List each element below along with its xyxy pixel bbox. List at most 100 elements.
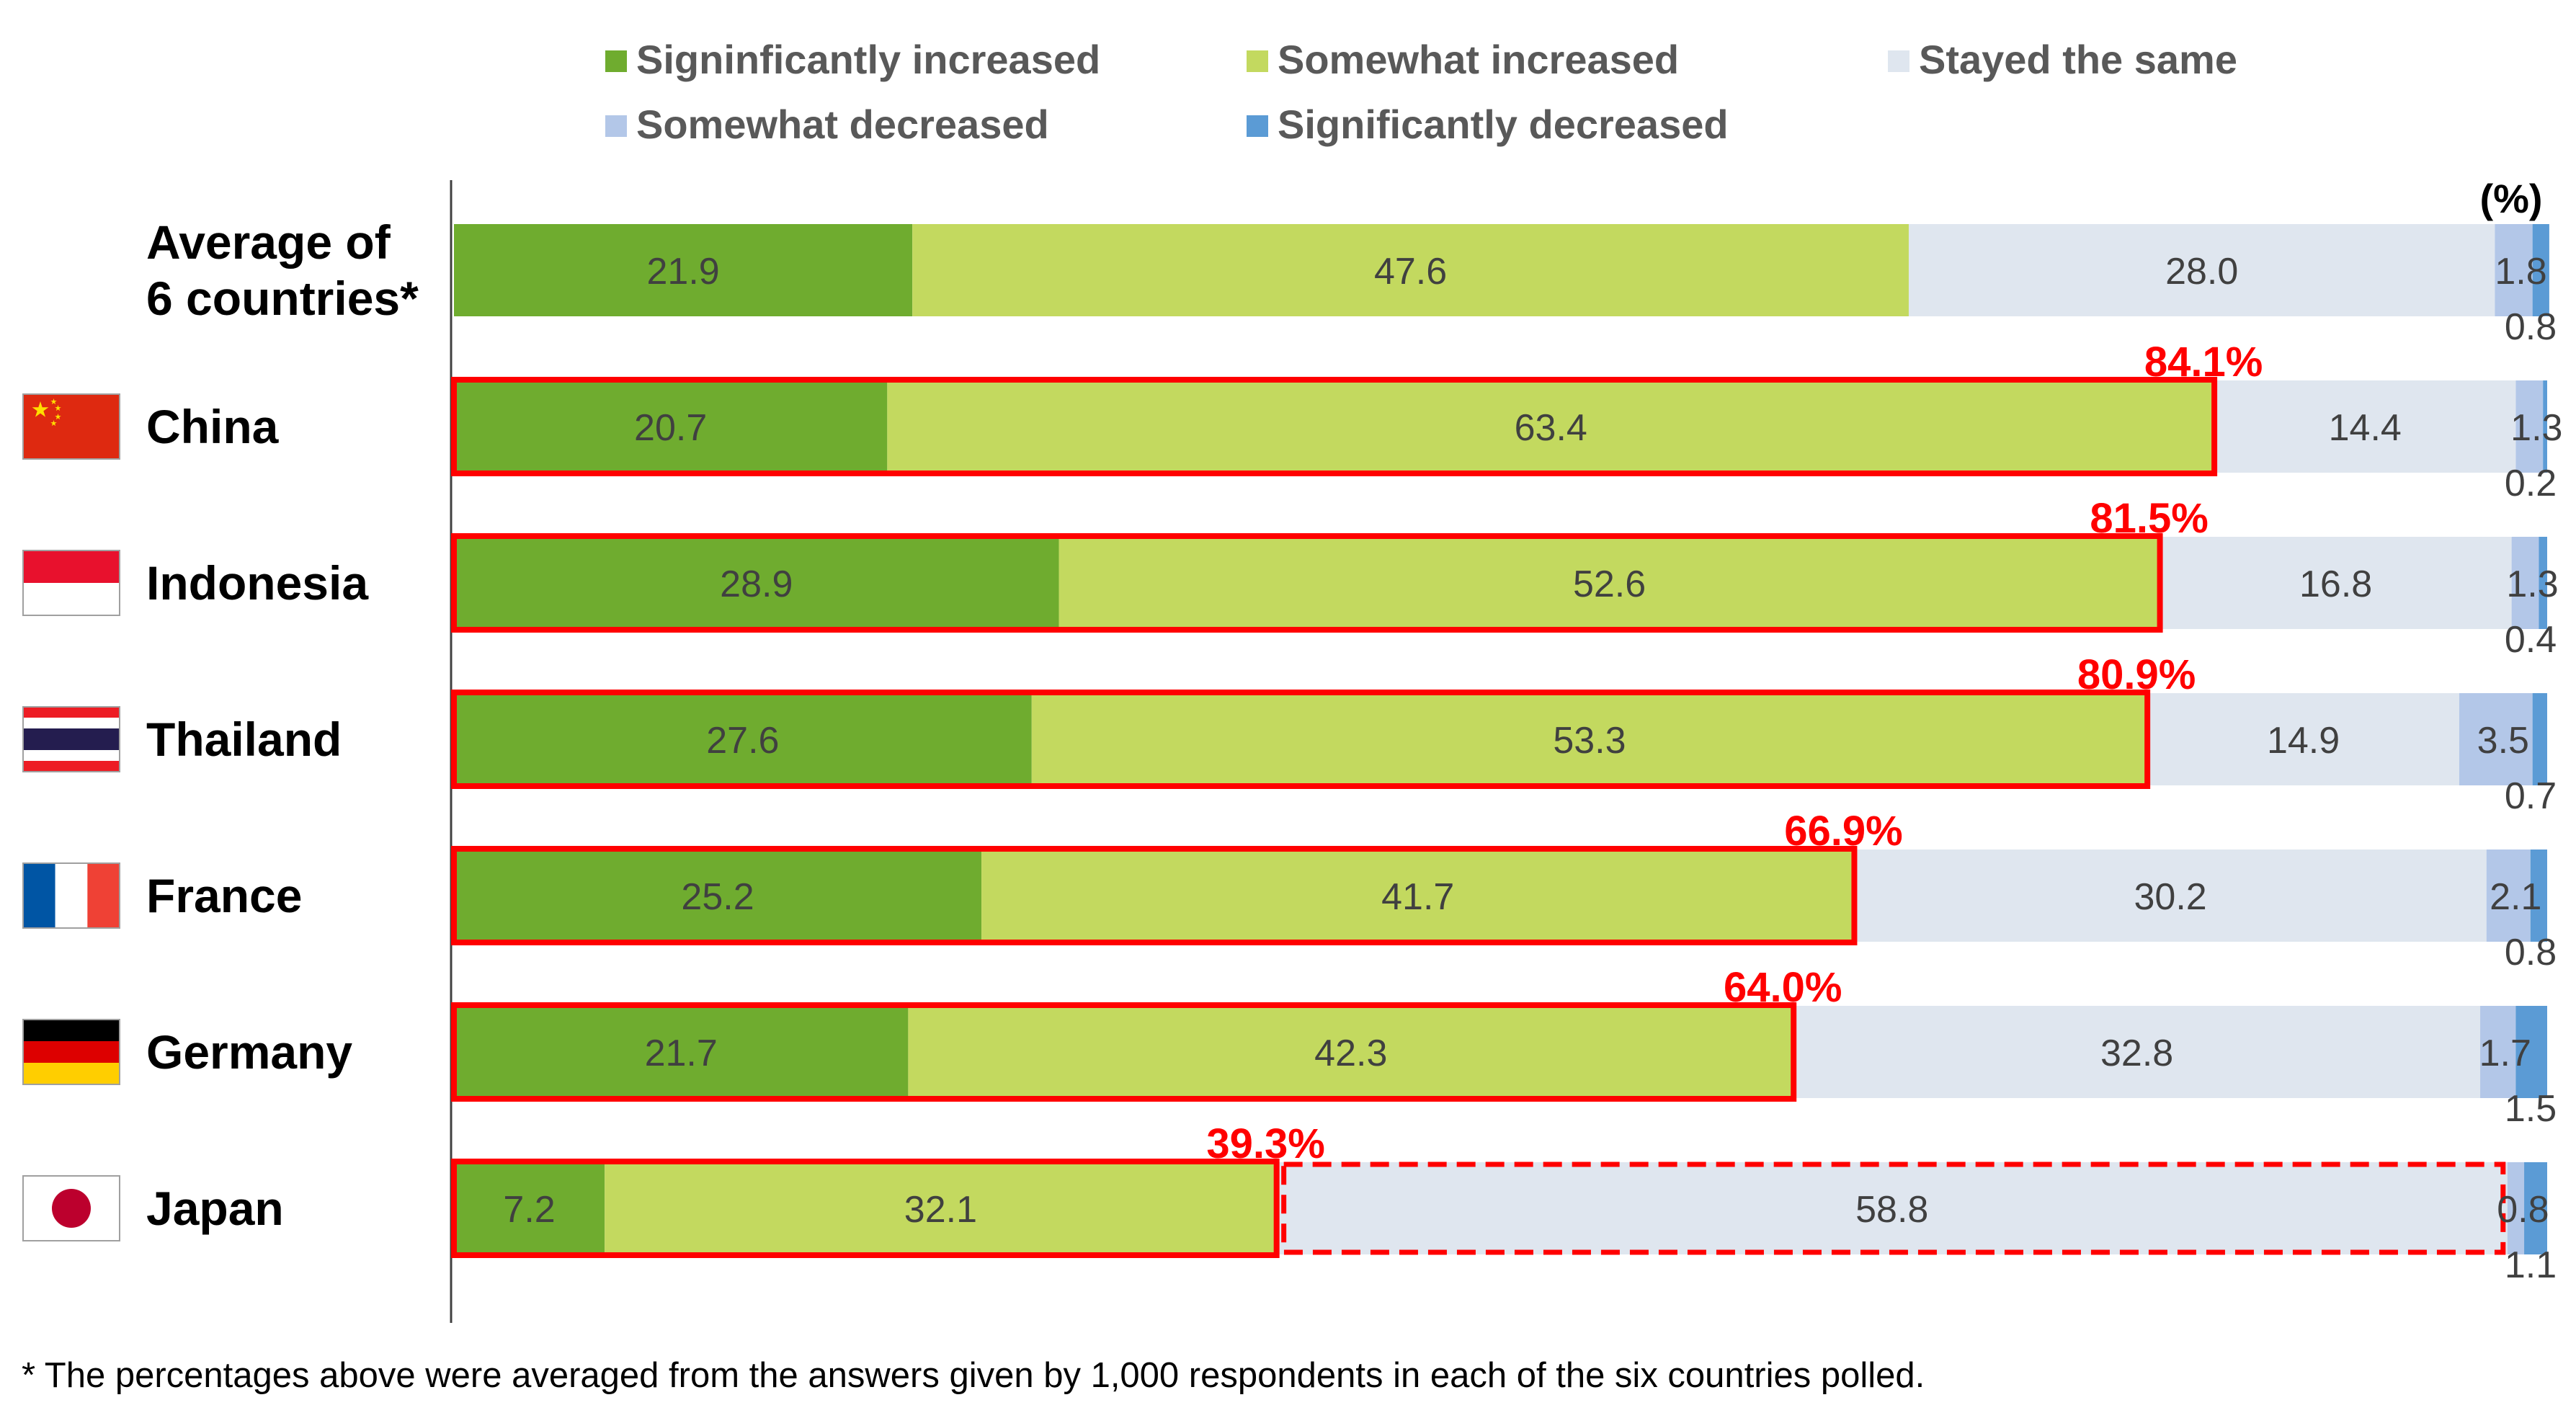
bar-segment [454,1006,909,1098]
bar-segment [1854,850,2487,942]
value-label: 0.7 [2505,775,2557,817]
germany-flag [22,1019,120,1085]
bar-segment [454,224,913,316]
increased-highlight-box [451,690,2151,789]
value-label: 1.5 [2505,1088,2557,1130]
increased-total-label: 39.3% [1206,1120,1324,1167]
france-flag [22,862,120,929]
footnote: * The percentages above were averaged fr… [22,1356,1925,1395]
value-label: 1.3 [2506,563,2558,605]
bar-segment [2515,1006,2547,1098]
bar-segment [2530,850,2547,942]
value-label: 30.2 [2134,876,2206,918]
dashed-highlight-box [1281,1161,2506,1255]
value-label: 1.8 [2495,251,2546,293]
value-label: 7.2 [503,1189,555,1231]
category-label: Thailand [146,713,342,766]
value-label: 28.9 [720,563,793,605]
bar-segment [1908,224,2495,316]
value-labels-group: 21.9 47.6 28.0 1.8 0.8 20.7 63.4 14.4 1.3 0.2 84.1… [503,251,2562,1286]
bar-segment [2160,537,2512,629]
value-label: 42.3 [1314,1033,1387,1074]
value-label: 28.0 [2165,251,2238,293]
value-label: 21.7 [645,1033,718,1074]
bar-segment [2515,380,2544,473]
value-label: 0.8 [2497,1189,2549,1231]
bar-segment [1793,1006,2481,1098]
legend-swatch [605,50,627,72]
chart-legend: Signinficantly increased Somewhat increas… [605,37,2237,147]
bar-segment [2539,537,2547,629]
increased-highlight-box [451,1159,1280,1258]
bar-segment [908,1006,1794,1098]
value-label: 3.5 [2477,720,2529,762]
china-flag [22,393,120,460]
value-label: 21.9 [646,251,719,293]
thailand-flag [22,706,120,772]
bar-segment [2543,380,2547,473]
value-label: 32.1 [904,1189,977,1231]
increased-total-label: 84.1% [2144,339,2263,385]
legend-swatch [1247,115,1268,137]
japan-flag [22,1175,120,1241]
bar-segment [2507,1162,2525,1254]
bar-segment [912,224,1909,316]
value-label: 41.7 [1381,876,1454,918]
bar-segment [2511,537,2539,629]
bar-segment [2524,1162,2547,1254]
increased-total-label: 66.9% [1784,808,1902,855]
bar-segment [981,850,1855,942]
value-label: 14.4 [2329,407,2402,449]
bar-segment [2147,693,2459,785]
value-label: 27.6 [706,720,779,762]
legend-label: Significantly decreased [1278,102,1729,147]
increased-total-label: 64.0% [1724,964,1842,1011]
bar-segment [2480,1006,2516,1098]
value-label: 32.8 [2100,1033,2173,1074]
value-label: 58.8 [1855,1189,1928,1231]
flags-group [22,393,120,1241]
increased-highlight-box [451,533,2163,633]
value-label: 0.8 [2505,932,2557,973]
value-label: 1.1 [2505,1244,2557,1286]
bar-segment [605,1162,1277,1254]
value-label: 14.9 [2267,720,2340,762]
increased-total-label: 80.9% [2077,651,2196,698]
increased-highlight-box [451,1002,1797,1102]
bar-segment [454,537,1059,629]
bars-group [451,224,2549,1258]
bar-segment [1276,1162,2508,1254]
indonesia-flag [22,550,120,616]
category-label: China [146,400,280,453]
value-label: 52.6 [1573,563,1646,605]
legend-swatch [1247,50,1268,72]
increased-highlight-box [451,846,1858,945]
value-label: 0.8 [2505,306,2557,348]
bar-segment [454,1162,605,1254]
bar-segment [2532,224,2549,316]
value-label: 0.2 [2505,463,2557,504]
value-label: 25.2 [681,876,754,918]
increased-highlight-box [451,377,2218,476]
category-label: France [146,869,302,922]
value-label: 0.4 [2505,619,2557,661]
legend-swatch [1888,50,1909,72]
category-label: Indonesia [146,556,369,610]
legend-label: Signinficantly increased [636,37,1100,82]
value-label: 53.3 [1553,720,1626,762]
value-label: 47.6 [1374,251,1447,293]
legend-label: Somewhat decreased [636,102,1049,147]
bar-segment [887,380,2215,473]
bar-segment [2486,850,2531,942]
category-labels-group: Average of 6 countries* China Indonesia Thai… [146,215,419,1235]
category-label: Average of 6 countries* [146,215,419,325]
legend-label: Stayed the same [1919,37,2237,82]
unit-label: (%) [2479,176,2542,221]
value-label: 63.4 [1515,407,1587,449]
value-label: 16.8 [2299,563,2372,605]
category-label: Japan [146,1182,284,1235]
value-label: 1.3 [2510,407,2562,449]
bar-segment [454,850,982,942]
bar-segment [2532,693,2547,785]
